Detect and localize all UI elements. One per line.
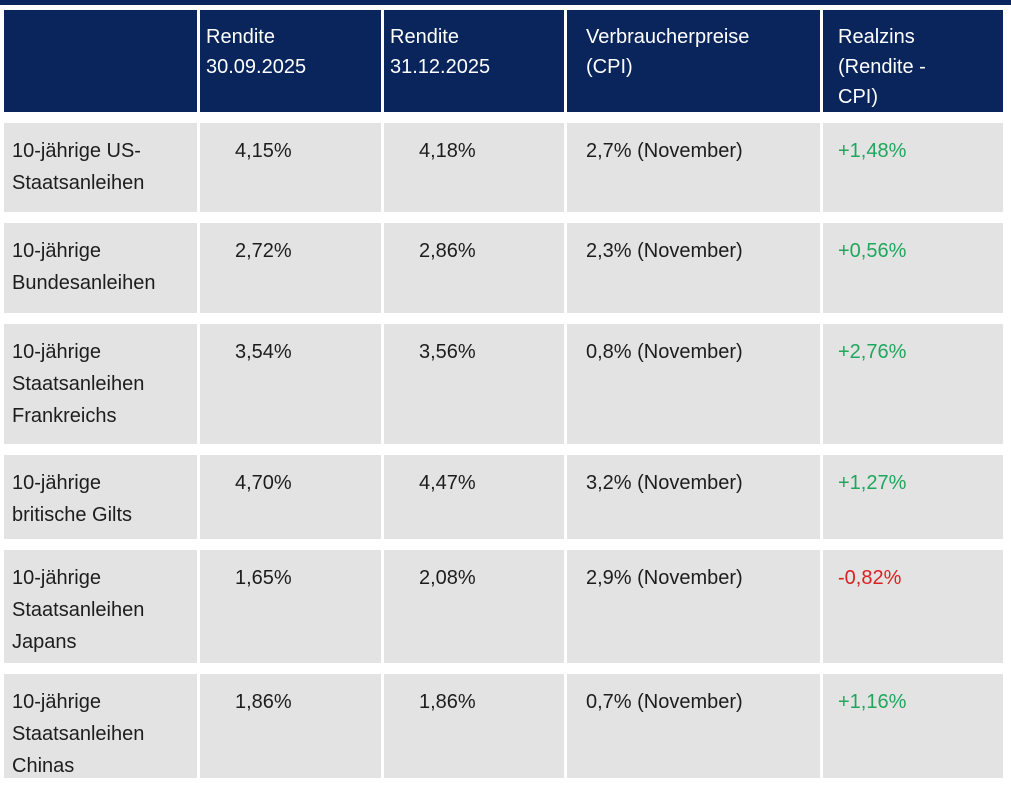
cpi-value: 2,7% (November) (567, 123, 820, 212)
rendite-sep-value: 3,54% (200, 324, 381, 444)
realzins-value: +1,48% (823, 123, 1003, 212)
cpi-value: 0,8% (November) (567, 324, 820, 444)
cpi-value: 3,2% (November) (567, 455, 820, 539)
rendite-dez-value: 4,47% (384, 455, 564, 539)
header-cell-realzins: Realzins (Rendite - CPI) (823, 10, 1003, 112)
rendite-sep-value: 2,72% (200, 223, 381, 313)
header-cell-rendite-30-09-2025: Rendite 30.09.2025 (200, 10, 381, 112)
rendite-sep-value: 1,65% (200, 550, 381, 663)
header-cell-rendite-31-12-2025: Rendite 31.12.2025 (384, 10, 564, 112)
header-cell-verbraucherpreise-cpi: Verbraucherpreise (CPI) (567, 10, 820, 112)
row-label-gilts: 10-jährige britische Gilts (4, 455, 197, 539)
row-label-frankreich: 10-jährige Staatsanleihen Frankreichs (4, 324, 197, 444)
row-label-china: 10-jährige Staatsanleihen Chinas (4, 674, 197, 778)
rendite-sep-value: 4,15% (200, 123, 381, 212)
table-top-border (0, 0, 1011, 5)
realzins-value: +1,16% (823, 674, 1003, 778)
row-label-japan: 10-jährige Staatsanleihen Japans (4, 550, 197, 663)
bond-yields-table: Rendite 30.09.2025 Rendite 31.12.2025 Ve… (4, 10, 1011, 778)
rendite-dez-value: 2,08% (384, 550, 564, 663)
rendite-dez-value: 4,18% (384, 123, 564, 212)
cpi-value: 2,3% (November) (567, 223, 820, 313)
cpi-value: 2,9% (November) (567, 550, 820, 663)
cpi-value: 0,7% (November) (567, 674, 820, 778)
rendite-sep-value: 4,70% (200, 455, 381, 539)
rendite-dez-value: 2,86% (384, 223, 564, 313)
header-cell-empty (4, 10, 197, 112)
row-label-us: 10-jährige US- Staatsanleihen (4, 123, 197, 212)
rendite-sep-value: 1,86% (200, 674, 381, 778)
realzins-value: -0,82% (823, 550, 1003, 663)
rendite-dez-value: 3,56% (384, 324, 564, 444)
realzins-value: +1,27% (823, 455, 1003, 539)
realzins-value: +2,76% (823, 324, 1003, 444)
rendite-dez-value: 1,86% (384, 674, 564, 778)
row-label-bund: 10-jährige Bundesanleihen (4, 223, 197, 313)
realzins-value: +0,56% (823, 223, 1003, 313)
